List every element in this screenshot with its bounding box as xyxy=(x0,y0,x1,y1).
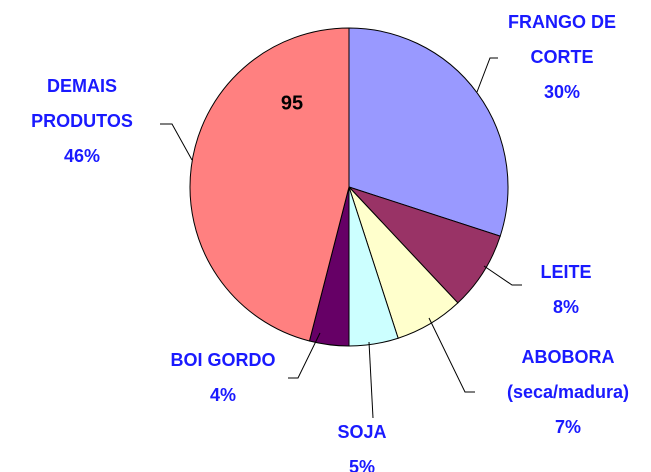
leader-line xyxy=(476,57,498,93)
slice-value-label: 30% xyxy=(543,82,581,102)
leader-line xyxy=(160,123,193,161)
slice-value-label: 5% xyxy=(348,457,375,472)
leader-line xyxy=(288,332,321,379)
slice-value-label: 7% xyxy=(554,417,581,437)
slice-value-label: 4% xyxy=(209,385,236,405)
pie-slice xyxy=(348,27,509,237)
slice-label: SOJA xyxy=(337,422,387,442)
slice-label: ABOBORA (seca/madura) xyxy=(506,347,630,402)
pie-slice xyxy=(189,27,350,342)
slice-label: DEMAIS PRODUTOS xyxy=(31,76,133,131)
annotation: 95 xyxy=(280,92,304,115)
slice-value-label: 8% xyxy=(552,297,579,317)
leader-line xyxy=(368,341,374,419)
slice-label: FRANGO DE CORTE xyxy=(508,12,616,67)
slice-label: LEITE xyxy=(540,262,592,282)
slice-value-label: 46% xyxy=(63,146,101,166)
leader-line xyxy=(428,317,475,393)
leader-line xyxy=(483,265,522,286)
slice-label: BOI GORDO xyxy=(170,350,276,370)
